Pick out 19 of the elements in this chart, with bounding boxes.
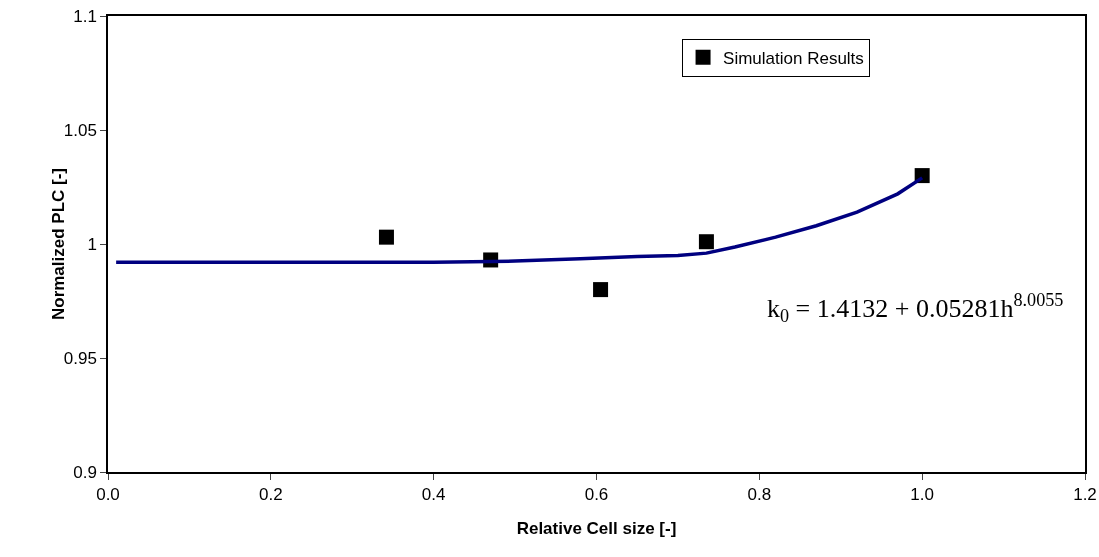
x-tick-label: 0.4 [421,485,446,505]
y-tick-label: 1.05 [63,120,97,140]
legend-label: Simulation Results [723,48,864,68]
x-tick-label: 0.0 [96,485,120,505]
y-tick-label: 1.1 [73,6,97,26]
x-tick-label: 0.6 [584,485,609,505]
x-tick-label: 0.2 [259,485,283,505]
y-tick-label: 1 [87,234,97,254]
y-tick-label: 0.9 [73,462,97,482]
x-tick-label: 1.2 [1073,485,1097,505]
x-tick-label: 1.0 [910,485,934,505]
point [593,282,609,298]
annotation: k$_{0}$ = 1.4132 + 0.05281h$^{8.0055}$ [767,290,1064,327]
point [378,229,394,245]
point [698,234,714,250]
y-axis-title: Normalized PLC [-] [48,167,68,321]
x-axis-title: Relative Cell size [-] [516,518,677,538]
x-tick-label: 0.8 [747,485,772,505]
y-tick-label: 0.95 [63,348,97,368]
